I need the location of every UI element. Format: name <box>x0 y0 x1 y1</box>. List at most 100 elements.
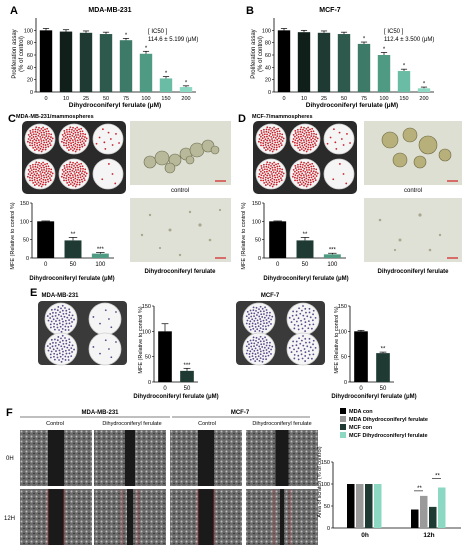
colony-dot <box>268 344 271 347</box>
colony-dot <box>27 133 30 136</box>
colony-dot <box>31 144 34 147</box>
colony-dot <box>265 314 268 317</box>
colony-dot <box>56 356 59 359</box>
colony-dot <box>64 359 67 361</box>
colony-dot <box>28 170 31 173</box>
colony-dot <box>333 128 335 131</box>
colony-dot <box>31 128 34 131</box>
colony-dot <box>50 171 52 173</box>
colony-dot <box>252 336 255 339</box>
colony-dot <box>37 169 40 172</box>
colony-dot <box>36 177 38 180</box>
legend-swatch <box>340 432 346 438</box>
colony-dot <box>297 328 300 331</box>
colony-dot <box>270 353 272 355</box>
colony-dot <box>61 318 64 320</box>
colony-dot <box>78 163 80 166</box>
colony-dot <box>34 135 37 138</box>
colony-dot <box>254 355 257 358</box>
colony-dot <box>63 315 66 318</box>
colony-dot <box>39 182 42 185</box>
colony-dot <box>67 176 70 179</box>
colony-dot <box>276 176 279 179</box>
colony-dot <box>278 165 281 168</box>
colony-dot <box>309 163 311 166</box>
colony-dot <box>248 323 251 325</box>
colony-dot <box>294 167 297 169</box>
colony-dot <box>295 172 298 175</box>
colony-dot <box>276 173 279 176</box>
colony-dot <box>309 144 312 146</box>
x-tick-label: 75 <box>123 96 129 102</box>
colony-dot <box>71 169 74 172</box>
colony-dot <box>307 181 310 184</box>
colony-dot <box>66 131 68 133</box>
colony-dot <box>74 177 77 180</box>
colony-dot <box>31 175 34 177</box>
colony-dot <box>305 134 308 136</box>
colony-dot <box>296 179 299 182</box>
colony-dot <box>29 167 32 169</box>
colony-dot <box>248 317 250 320</box>
colony-dot <box>36 179 39 182</box>
colony-dot <box>42 143 45 146</box>
colony-dot <box>271 162 274 165</box>
colony-dot <box>293 327 296 330</box>
significance-mark: *** <box>329 248 337 254</box>
panel-d-bar-chart: 0 50 100 150 0 ** 50 *** 100 <box>252 201 346 268</box>
colony-dot <box>278 180 281 183</box>
colony-dot <box>44 148 47 151</box>
colony-dot <box>301 179 304 182</box>
colony-dot <box>52 318 55 321</box>
x-tick-label: 0 <box>163 386 167 392</box>
colony-dot <box>104 309 107 312</box>
colony-dot <box>246 310 249 313</box>
colony-dot <box>70 347 73 350</box>
colony-dot <box>295 320 298 323</box>
colony-dot <box>47 140 50 143</box>
colony-dot <box>111 144 114 146</box>
panel-d-treated-label: Dihydroconiferyl ferulate <box>377 269 449 275</box>
colony-dot <box>39 129 41 132</box>
colony-dot <box>270 164 272 167</box>
colony-dot <box>300 319 302 322</box>
colony-dot <box>66 316 69 319</box>
colony-dot <box>44 144 47 146</box>
significance-mark: * <box>383 47 386 53</box>
colony-dot <box>57 306 60 308</box>
colony-dot <box>312 140 315 143</box>
colony-dot <box>297 354 300 357</box>
colony-dot <box>118 142 120 144</box>
colony-dot <box>69 174 72 177</box>
colony-dot <box>297 347 300 350</box>
colony-dot <box>74 173 76 175</box>
colony-dot <box>342 173 345 175</box>
colony-dot <box>302 146 305 149</box>
colony-dot <box>288 346 291 349</box>
colony-dot <box>70 317 73 320</box>
colony-dot <box>315 175 318 177</box>
colony-dot <box>308 131 310 134</box>
colony-dot <box>73 147 76 150</box>
y-tick-label: 80 <box>265 41 271 47</box>
colony-dot <box>302 134 305 137</box>
colony-dot <box>30 172 33 175</box>
colony-dot <box>309 146 312 149</box>
scratch-gap <box>198 430 214 486</box>
colony-dot <box>54 308 56 311</box>
colony-dot <box>111 173 114 175</box>
colony-dot <box>312 339 315 342</box>
colony-dot <box>263 133 266 136</box>
colony-dot <box>47 130 50 133</box>
colony-dot <box>40 177 43 180</box>
colony-dot <box>265 163 268 166</box>
colony-dot <box>254 325 257 328</box>
colony-dot <box>300 133 302 136</box>
colony-dot <box>262 328 265 331</box>
colony-dot <box>255 339 257 342</box>
colony-dot <box>254 317 257 320</box>
colony-dot <box>67 144 70 146</box>
colony-dot <box>60 315 63 318</box>
colony-dot <box>258 133 261 136</box>
colony-dot <box>305 162 308 165</box>
